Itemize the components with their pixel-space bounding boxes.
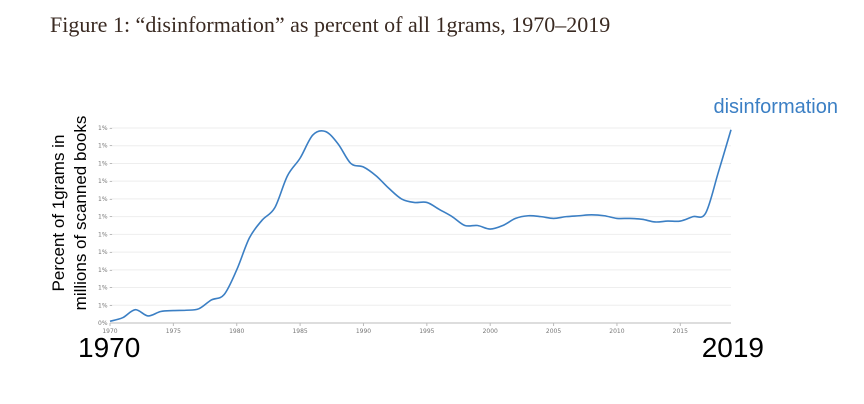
- y-tick-label: 1% –: [98, 249, 112, 256]
- y-tick-label: 1% –: [98, 302, 112, 309]
- y-tick-label: 1% –: [98, 160, 112, 167]
- x-tick-label: 2005: [546, 328, 561, 335]
- series: [109, 129, 732, 323]
- start-year-label: 1970: [78, 332, 141, 363]
- y-tick-label: 1% –: [98, 143, 112, 150]
- series-line-disinformation: [109, 129, 732, 323]
- x-tick-label: 1990: [356, 328, 371, 335]
- x-tick-label: 1980: [229, 328, 244, 335]
- axes: 0% – 1% – 1% – 1% – 1% – 1% – 1% – 1% – 1% – 1% –…: [98, 125, 731, 335]
- x-tick-label: 2010: [609, 328, 624, 335]
- y-tick-label: 1% –: [98, 125, 112, 132]
- x-tick-label: 2000: [483, 328, 498, 335]
- x-tick-label: 1975: [166, 328, 181, 335]
- grid: [110, 127, 731, 306]
- y-tick-label: 1% –: [98, 178, 112, 185]
- x-tick-label: 1970: [102, 328, 117, 335]
- y-tick-label: 1% –: [98, 267, 112, 274]
- figure-title: Figure 1: “disinformation” as percent of…: [50, 12, 611, 37]
- x-tick-label: 1995: [419, 328, 434, 335]
- y-tick-label: 1% –: [98, 196, 112, 203]
- end-year-label: 2019: [701, 332, 764, 363]
- x-tick-label: 2015: [673, 328, 688, 335]
- x-tick-label: 1985: [292, 328, 307, 335]
- y-tick-label: 1% –: [98, 285, 112, 292]
- legend-disinformation: disinformation: [713, 96, 838, 118]
- y-tick-label: 1% –: [98, 214, 112, 221]
- y-tick-label: 1% –: [98, 231, 112, 238]
- y-tick-label: 0% –: [98, 320, 112, 327]
